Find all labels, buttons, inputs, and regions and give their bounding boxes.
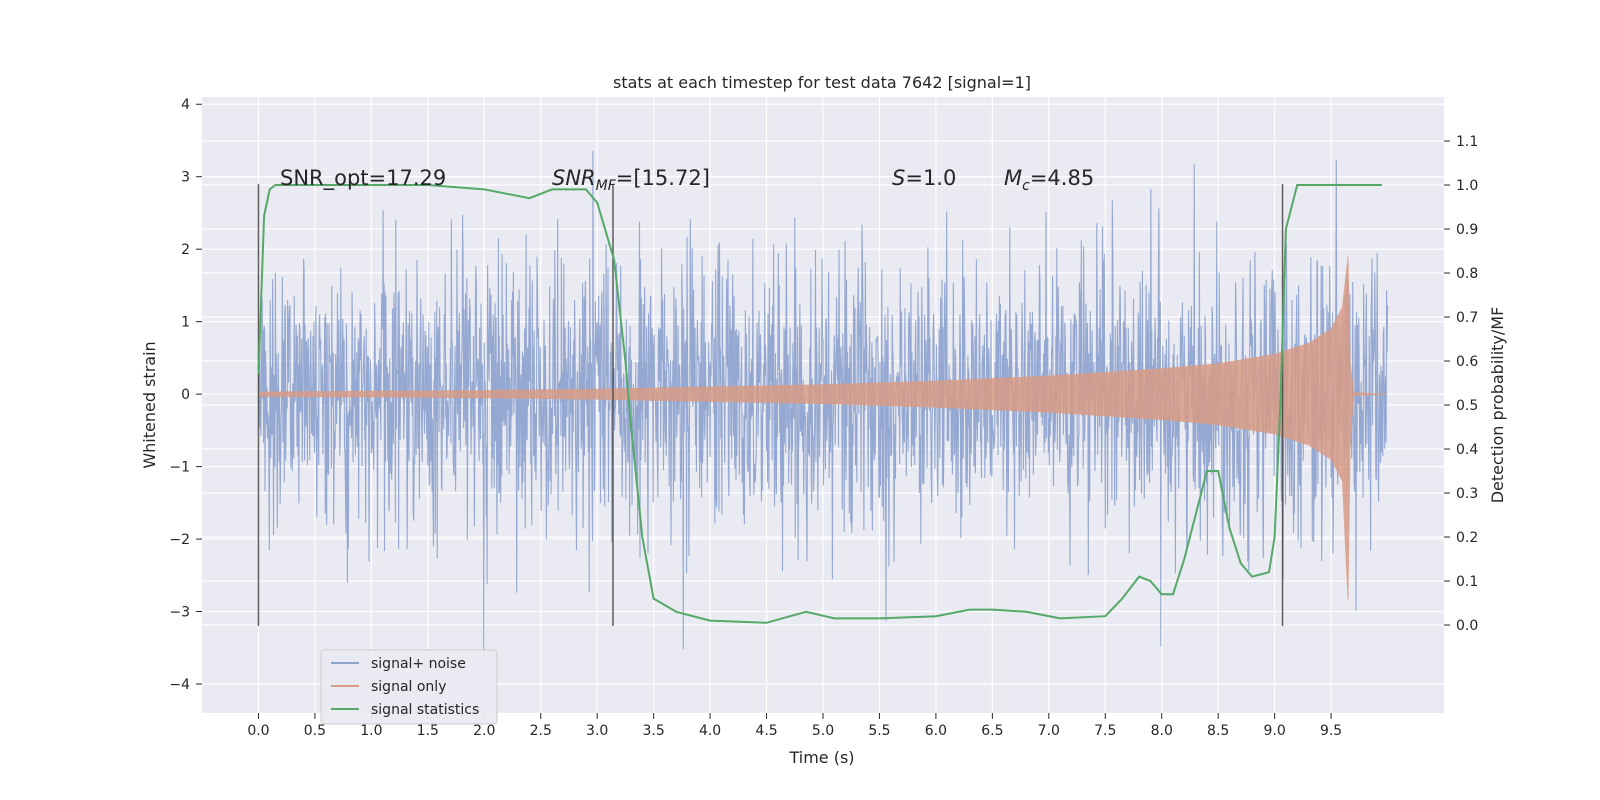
annotation-mc-sub: c — [1022, 178, 1030, 194]
x-tick-label: 9.5 — [1320, 723, 1342, 739]
x-tick-label: 6.5 — [981, 723, 1003, 739]
signal-statistics-series — [257, 184, 1382, 624]
x-tick-label: 4.0 — [699, 723, 721, 739]
x-axis-ticks: 0.0 0.5 1.0 1.5 2.0 2.5 3.0 3.5 4.0 4.5 5.0 5.5 6.0 6… — [247, 713, 1342, 739]
right-y-tick-label: 0.2 — [1456, 530, 1478, 546]
x-tick-label: 5.0 — [812, 723, 834, 739]
right-y-tick-label: 0.5 — [1456, 398, 1478, 414]
x-tick-label: 3.0 — [586, 723, 608, 739]
x-tick-label: 7.0 — [1038, 723, 1060, 739]
x-tick-label: 8.5 — [1207, 723, 1229, 739]
annotation-snr-opt: SNR_opt=17.29 — [280, 166, 446, 191]
annotation-mc-base: M — [1004, 166, 1022, 190]
legend-box — [320, 649, 498, 725]
annotation-snr-mf-rest: =[15.72] — [616, 166, 710, 190]
signal-only-series — [258, 256, 1388, 601]
x-tick-label: 0.0 — [247, 723, 269, 739]
right-y-tick-label: 0.3 — [1456, 486, 1478, 502]
right-y-tick-label: 1.1 — [1456, 134, 1478, 150]
annotation-s-rest: =1.0 — [905, 166, 956, 190]
signal-only-envelope — [258, 256, 1388, 601]
signal-plus-noise-line — [257, 150, 1389, 660]
x-tick-label: 9.0 — [1264, 723, 1286, 739]
y-tick-label: −1 — [169, 460, 190, 476]
annotation-mc: Mc=4.85 — [1004, 166, 1094, 194]
chart-title: stats at each timestep for test data 764… — [613, 73, 1031, 92]
right-y-tick-label: 0.4 — [1456, 442, 1478, 458]
annotation-s: S=1.0 — [892, 166, 956, 190]
legend-label-noise: signal+ noise — [371, 656, 466, 672]
right-y-tick-label: 0.8 — [1456, 266, 1478, 282]
right-y-tick-label: 0.7 — [1456, 310, 1478, 326]
x-tick-label: 1.0 — [360, 723, 382, 739]
annotation-s-var: S — [892, 166, 905, 190]
x-tick-label: 3.5 — [643, 723, 665, 739]
x-tick-label: 4.5 — [755, 723, 777, 739]
annotation-snr-mf: SNRMF=[15.72] — [552, 166, 710, 194]
x-tick-label: 5.5 — [868, 723, 890, 739]
y-tick-label: −2 — [169, 532, 190, 548]
x-axis-label: Time (s) — [788, 748, 854, 767]
y-axis-ticks: −4 −3 −2 −1 0 1 2 3 4 — [169, 97, 202, 693]
signal-statistics-line — [257, 184, 1382, 624]
right-y-axis-label: Detection probability/MF — [1488, 307, 1507, 504]
x-tick-label: 2.0 — [473, 723, 495, 739]
right-y-tick-label: 0.1 — [1456, 574, 1478, 590]
annotation-snr-mf-base: SNR — [552, 166, 596, 190]
y-tick-label: 4 — [181, 97, 190, 113]
y-tick-label: −4 — [169, 677, 190, 693]
y-axis-label: Whitened strain — [140, 341, 159, 468]
right-y-tick-label: 1.0 — [1456, 178, 1478, 194]
right-y-tick-label: 0.9 — [1456, 222, 1478, 238]
y-tick-label: 2 — [181, 242, 190, 258]
x-tick-label: 6.0 — [925, 723, 947, 739]
y-tick-label: 1 — [181, 315, 190, 331]
right-y-tick-label: 0.0 — [1456, 618, 1478, 634]
legend-label-signal: signal only — [371, 679, 446, 695]
signal-plus-noise-series — [257, 150, 1389, 660]
right-y-axis-ticks: 0.0 0.1 0.2 0.3 0.4 0.5 0.6 0.7 0.8 0.9 1.0 1.1 — [1444, 134, 1478, 634]
y-tick-label: 0 — [181, 387, 190, 403]
x-tick-label: 7.5 — [1094, 723, 1116, 739]
legend: signal+ noise signal only signal statist… — [320, 649, 498, 725]
x-tick-label: 8.0 — [1151, 723, 1173, 739]
x-tick-label: 1.5 — [417, 723, 439, 739]
y-tick-label: 3 — [181, 170, 190, 186]
right-y-tick-label: 0.6 — [1456, 354, 1478, 370]
annotation-snr-mf-sub: MF — [596, 178, 617, 194]
legend-label-stats: signal statistics — [371, 702, 479, 718]
annotation-mc-rest: =4.85 — [1030, 166, 1094, 190]
x-tick-label: 0.5 — [304, 723, 326, 739]
y-tick-label: −3 — [169, 605, 190, 621]
x-tick-label: 2.5 — [530, 723, 552, 739]
